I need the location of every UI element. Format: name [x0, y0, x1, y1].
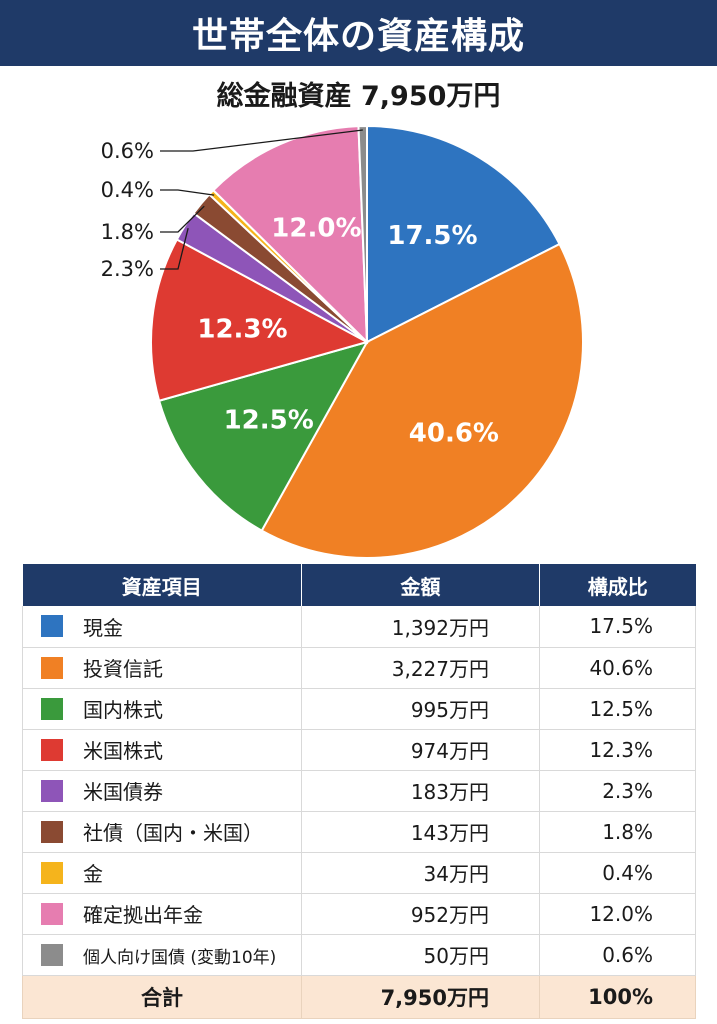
asset-pct: 12.0%	[539, 893, 696, 935]
table-row: 社債（国内・米国） 143万円 1.8%	[22, 811, 696, 853]
header-asset-item: 資産項目	[22, 564, 302, 606]
chart-subtitle: 総金融資産 7,950万円	[216, 81, 501, 112]
asset-amount: 34万円	[301, 852, 540, 894]
asset-name-cell: 米国株式	[22, 729, 302, 771]
color-swatch	[41, 779, 63, 802]
table-body: 現金 1,392万円 17.5% 投資信託 3,227万円 40.6% 国内株式 995万円 1…	[22, 606, 696, 976]
slice-callout-label: 0.4%	[101, 178, 154, 202]
pie-slice	[157, 340, 370, 532]
total-label: 合計	[22, 974, 302, 1019]
header-ratio: 構成比	[539, 564, 696, 606]
asset-table: 資産項目 金額 構成比 現金 1,392万円 17.5% 投資信託 3,227万円 40.…	[22, 564, 696, 1019]
table-header-row: 資産項目 金額 構成比	[22, 564, 696, 606]
asset-amount: 1,392万円	[301, 606, 540, 648]
asset-name-cell: 投資信託	[22, 647, 302, 689]
asset-table-container: 資産項目 金額 構成比 現金 1,392万円 17.5% 投資信託 3,227万円 40.…	[22, 564, 696, 1019]
color-swatch	[41, 656, 63, 679]
color-swatch	[41, 820, 63, 843]
slice-data-label: 40.6%	[409, 418, 499, 448]
asset-name-cell: 現金	[22, 606, 302, 648]
callout-line	[160, 205, 205, 233]
header-amount: 金額	[301, 564, 540, 606]
table-row: 米国債券 183万円 2.3%	[22, 770, 696, 812]
pie-slice	[366, 124, 561, 344]
table-row: 金 34万円 0.4%	[22, 852, 696, 894]
asset-name: 投資信託	[83, 657, 163, 681]
asset-amount: 3,227万円	[301, 647, 540, 689]
table-row: 確定拠出年金 952万円 12.0%	[22, 893, 696, 935]
slice-callout-label: 0.6%	[101, 139, 154, 163]
total-pct: 100%	[539, 974, 696, 1019]
asset-name-cell: 国内株式	[22, 688, 302, 730]
pie-chart: 17.5% 40.6% 12.5% 12.3% 2.3% 1.8% 0.4% 12.0% 0.6…	[101, 124, 584, 560]
asset-name: 国内株式	[83, 698, 163, 722]
color-swatch	[41, 697, 63, 720]
asset-name-cell: 個人向け国債 (変動10年)	[22, 934, 302, 976]
asset-name-cell: 確定拠出年金	[22, 893, 302, 935]
slice-data-label: 12.0%	[271, 213, 361, 243]
asset-pct: 40.6%	[539, 647, 696, 689]
asset-name: 現金	[83, 615, 123, 640]
asset-pct: 0.4%	[539, 852, 696, 894]
slice-callout-label: 2.3%	[101, 257, 154, 281]
callout-line	[160, 189, 215, 196]
slice-callout-label: 1.8%	[101, 220, 154, 244]
asset-pct: 1.8%	[539, 811, 696, 853]
slice-data-label: 12.3%	[197, 314, 287, 344]
slice-data-label: 17.5%	[387, 221, 477, 251]
table-row: 国内株式 995万円 12.5%	[22, 688, 696, 730]
asset-name-cell: 社債（国内・米国）	[22, 811, 302, 853]
table-row: 現金 1,392万円 17.5%	[22, 606, 696, 648]
asset-name-cell: 金	[22, 852, 302, 894]
asset-amount: 143万円	[301, 811, 540, 853]
asset-name: 米国債券	[83, 780, 163, 804]
page-title: 世帯全体の資産構成	[0, 0, 717, 66]
pie-slice	[211, 125, 369, 345]
color-swatch	[41, 944, 63, 966]
table-total-row: 合計 7,950万円 100%	[22, 974, 696, 1019]
slice-data-label: 12.5%	[224, 406, 314, 436]
asset-amount: 50万円	[301, 934, 540, 976]
pie-slice	[357, 124, 368, 343]
asset-pct: 2.3%	[539, 770, 696, 812]
callout-line	[160, 228, 189, 270]
color-swatch	[41, 861, 63, 884]
color-swatch	[41, 738, 63, 761]
asset-name: 社債（国内・米国）	[83, 821, 263, 845]
asset-amount: 952万円	[301, 893, 540, 935]
pie-slice	[150, 238, 370, 402]
pie-slice	[260, 242, 584, 560]
color-swatch	[41, 615, 63, 638]
asset-amount: 974万円	[301, 729, 540, 771]
asset-name: 個人向け国債 (変動10年)	[83, 947, 277, 968]
asset-name-cell: 米国債券	[22, 770, 302, 812]
asset-amount: 995万円	[301, 688, 540, 730]
asset-amount: 183万円	[301, 770, 540, 812]
table-row: 個人向け国債 (変動10年) 50万円 0.6%	[22, 934, 696, 976]
table-row: 米国株式 974万円 12.3%	[22, 729, 696, 771]
asset-pct: 12.3%	[539, 729, 696, 771]
asset-name: 確定拠出年金	[83, 903, 203, 927]
asset-pct: 12.5%	[539, 688, 696, 730]
asset-name: 金	[83, 862, 103, 886]
callout-line	[160, 129, 363, 152]
color-swatch	[41, 902, 63, 925]
asset-pct: 0.6%	[539, 934, 696, 976]
table-row: 投資信託 3,227万円 40.6%	[22, 647, 696, 689]
asset-name: 米国株式	[83, 739, 163, 763]
total-amount: 7,950万円	[301, 974, 540, 1019]
asset-pct: 17.5%	[539, 606, 696, 648]
